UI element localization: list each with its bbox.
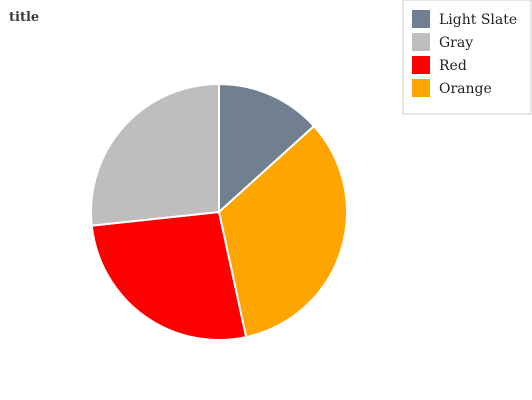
legend-swatch-red <box>412 56 430 74</box>
legend-label-orange: Orange <box>439 81 492 97</box>
pie-slices <box>90 82 348 341</box>
legend-swatch-light-slate <box>412 10 430 28</box>
pie-slice-red <box>90 210 248 341</box>
pie-slice-light-slate <box>218 82 316 215</box>
legend-swatch-gray <box>412 33 430 51</box>
legend-swatch-orange <box>412 79 430 97</box>
chart-title: title <box>9 10 39 25</box>
legend: Light Slate Gray Red Orange <box>402 0 532 115</box>
pie-slice-gray <box>90 82 220 227</box>
legend-label-light-slate: Light Slate <box>439 12 517 28</box>
legend-label-gray: Gray <box>439 35 473 51</box>
legend-label-red: Red <box>439 58 467 74</box>
pie-slice-orange <box>217 124 348 339</box>
